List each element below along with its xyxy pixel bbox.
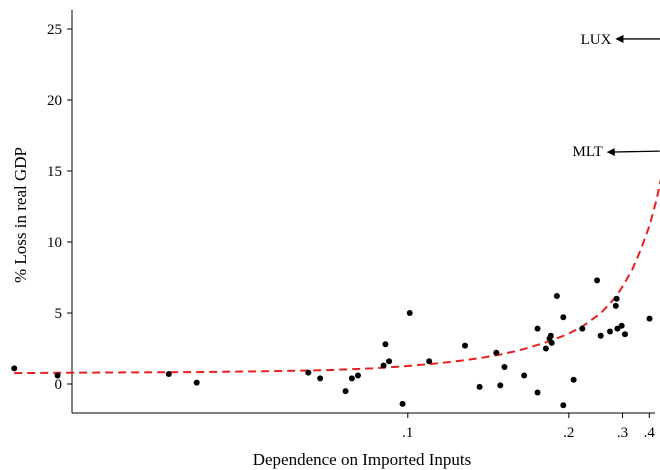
data-point [548,339,555,346]
data-points [11,277,653,409]
data-point [382,341,389,348]
data-point [646,315,653,322]
data-point [493,349,500,356]
data-point [54,372,61,379]
y-tick-label: 25 [47,22,62,38]
x-axis-title: Dependence on Imported Inputs [253,450,472,469]
data-point [380,362,387,369]
x-tick-label: .2 [563,425,574,441]
data-point [579,325,586,332]
y-tick-label: 20 [47,93,62,109]
x-ticks: .1.2.3.4.5.6 [402,413,660,441]
y-tick-label: 15 [47,164,62,180]
annotations: MLT LUX [572,32,660,160]
data-point [354,372,361,379]
y-ticks: 0 5 10 15 20 25 [47,22,72,393]
data-point [399,400,406,407]
x-tick-label: .4 [644,425,656,441]
annotation-arrow [606,147,660,156]
data-point [521,372,528,379]
data-point [618,322,625,329]
data-point [597,332,604,339]
data-point [560,314,567,321]
data-point [534,389,541,396]
data-point [406,310,413,316]
data-point [614,325,621,332]
data-point [560,402,567,409]
x-tick-label: .1 [402,425,413,441]
y-axis-title: % Loss in real GDP [11,147,30,283]
data-point [342,388,349,395]
fit-curve [14,178,660,375]
y-tick-label: 0 [55,377,63,393]
annotation-label: LUX [581,32,612,48]
data-point [553,292,560,299]
y-tick-label: 5 [55,306,63,322]
data-point [570,376,577,383]
y-tick-label: 10 [47,235,62,251]
data-point [317,375,324,382]
data-point [476,383,483,390]
data-point [612,302,619,309]
data-point [547,332,554,339]
data-point [426,358,433,365]
data-point [594,277,601,284]
data-point [542,345,549,352]
data-point [193,379,200,386]
data-point [348,375,355,382]
data-point [534,325,541,332]
data-point [11,365,18,372]
data-point [613,295,620,302]
annotation-label: MLT [572,144,602,160]
data-point [386,358,393,365]
data-point [305,369,312,376]
data-point [461,342,468,349]
data-point [501,363,508,370]
x-tick-label: .3 [617,425,628,441]
data-point [621,331,628,338]
data-point [165,371,172,378]
axes [71,10,655,414]
data-point [497,382,504,389]
data-point [607,328,614,335]
